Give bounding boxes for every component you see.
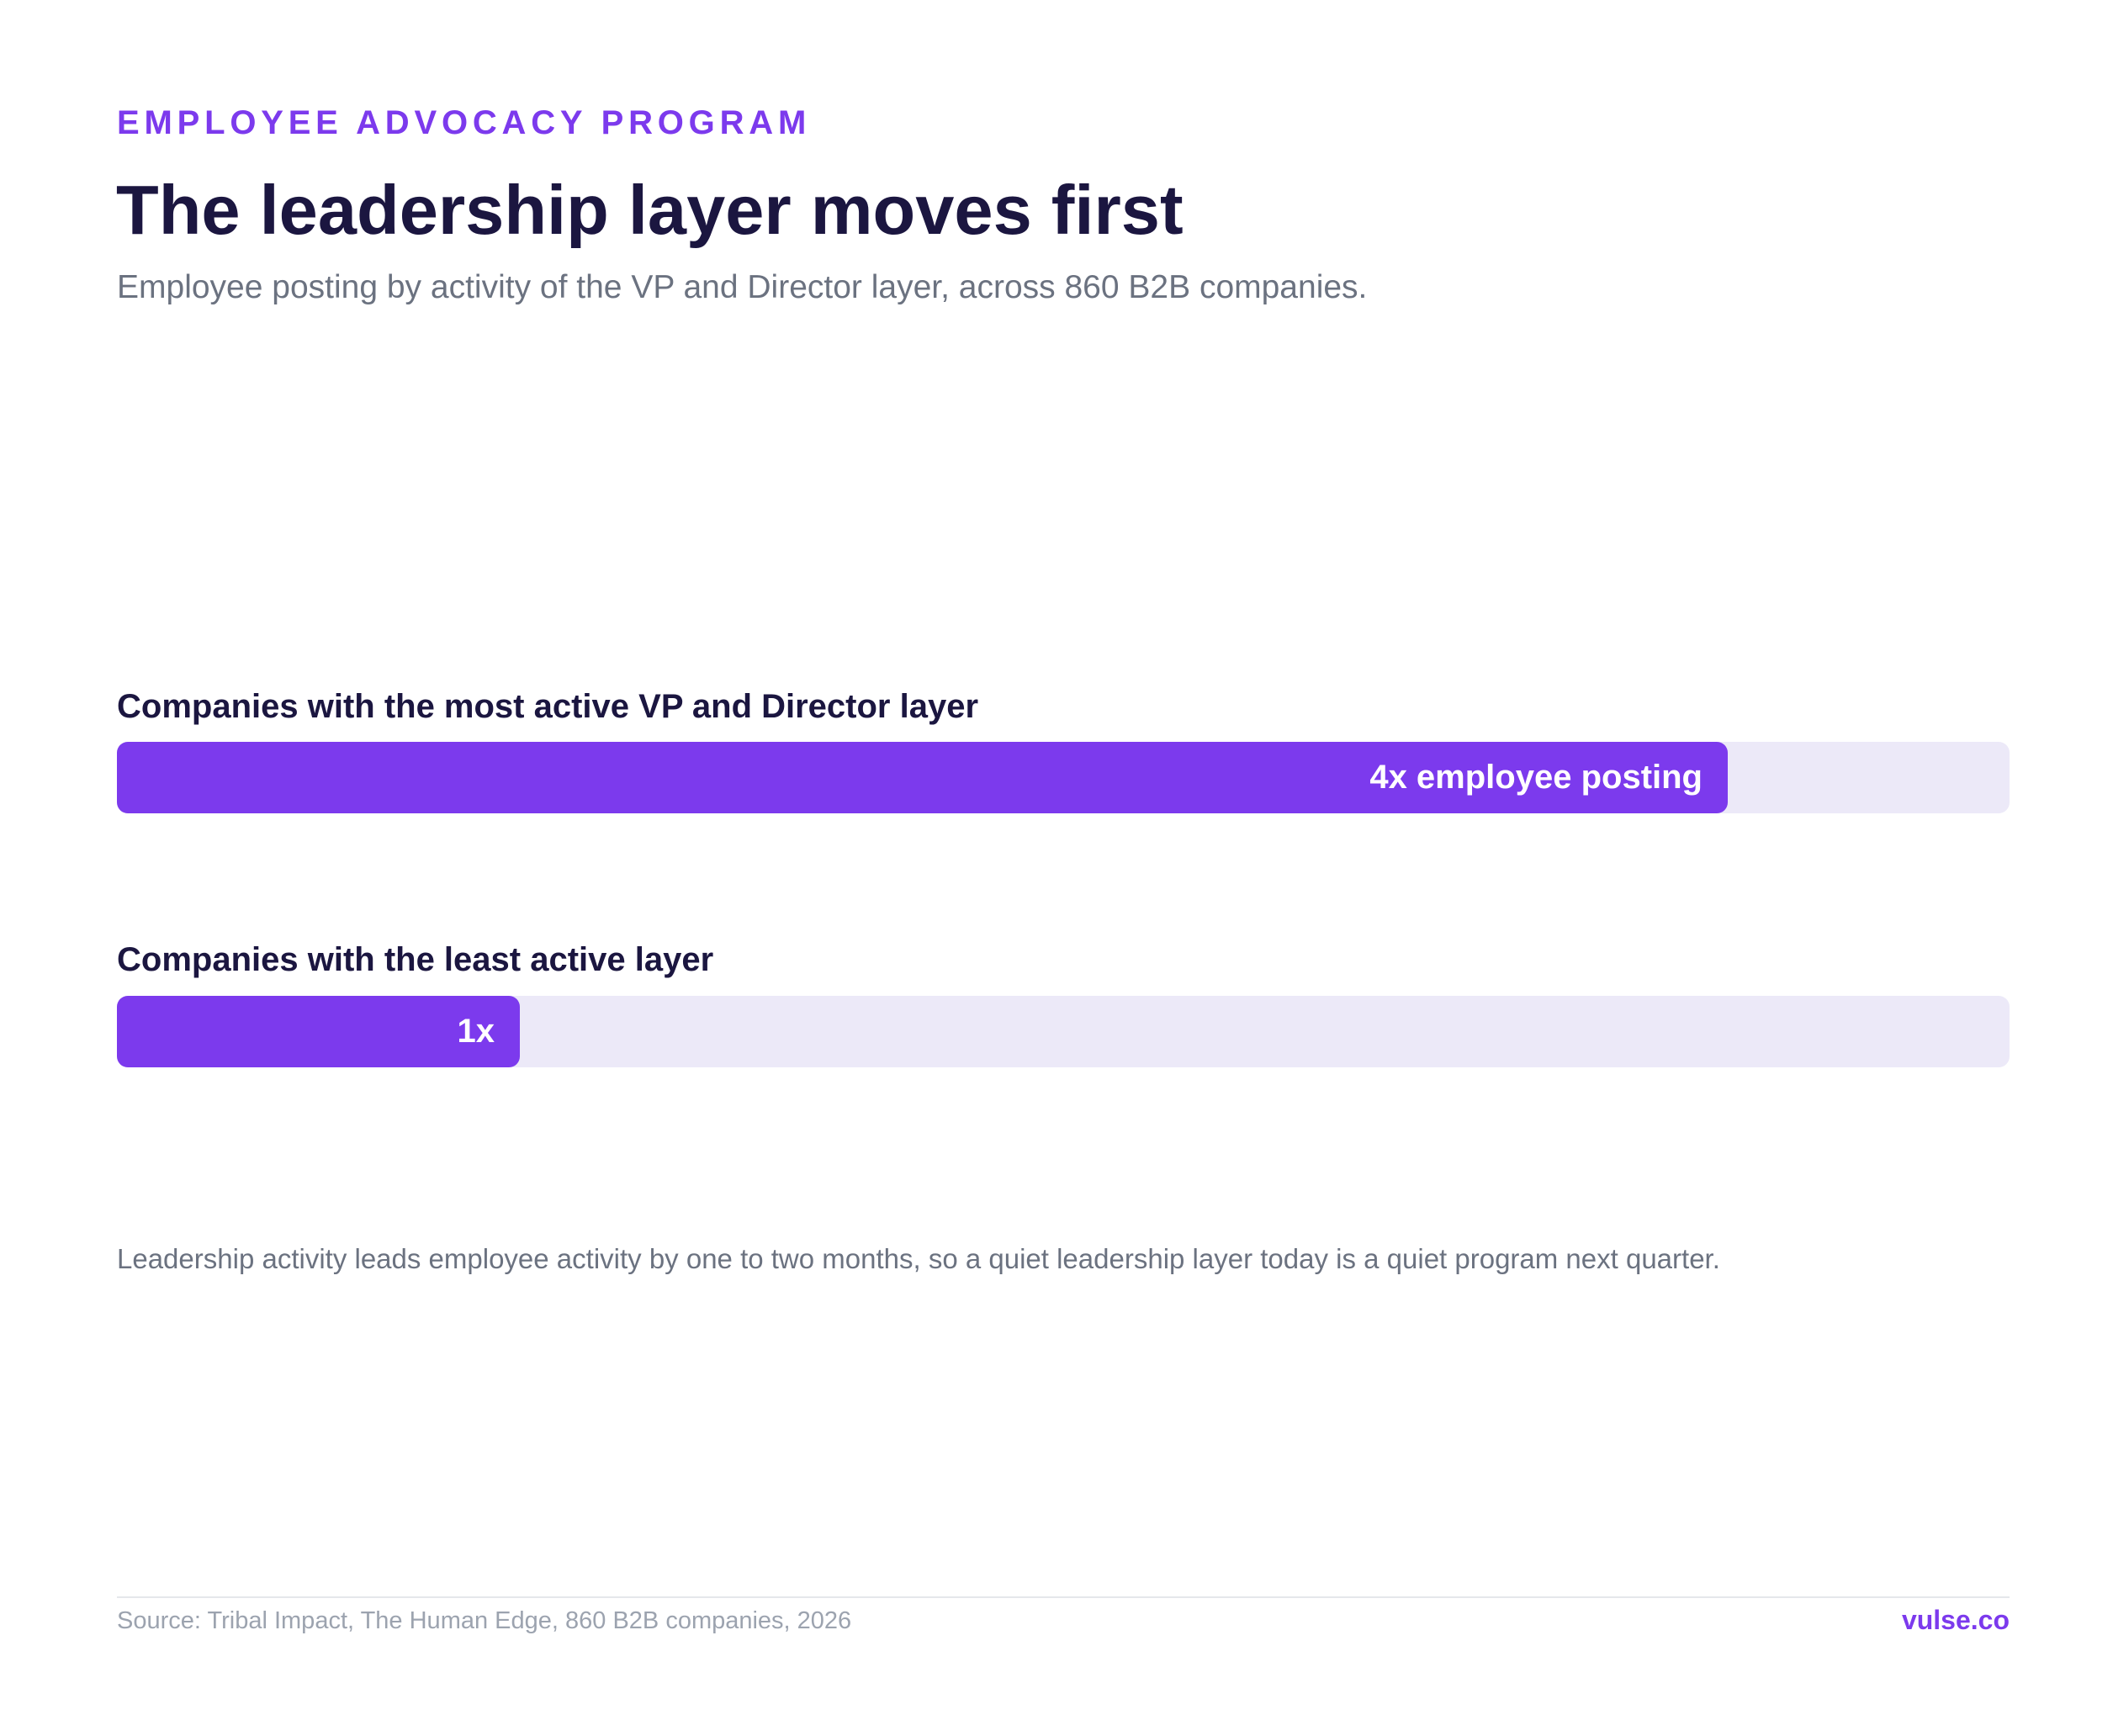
bar-fill-least-active	[117, 996, 520, 1067]
bar-fill-most-active	[117, 742, 1728, 813]
chart-subtitle: Employee posting by activity of the VP a…	[117, 269, 1368, 305]
bar-value-most-active: 4x employee posting	[1369, 759, 1703, 796]
eyebrow-label: EMPLOYEE ADVOCACY PROGRAM	[117, 104, 812, 141]
bar-value-least-active: 1x	[457, 1013, 495, 1050]
footer-divider	[117, 1596, 2010, 1598]
bar-track-most-active: 4x employee posting	[117, 742, 2010, 813]
bar-label-most-active: Companies with the most active VP and Di…	[117, 688, 979, 725]
source-citation: Source: Tribal Impact, The Human Edge, 8…	[117, 1607, 852, 1634]
chart-title: The leadership layer moves first	[116, 171, 1184, 249]
bar-track-least-active: 1x	[117, 996, 2010, 1067]
insight-note: Leadership activity leads employee activ…	[117, 1243, 1720, 1274]
brand-link[interactable]: vulse.co	[1901, 1605, 2010, 1635]
bar-label-least-active: Companies with the least active layer	[117, 941, 714, 978]
